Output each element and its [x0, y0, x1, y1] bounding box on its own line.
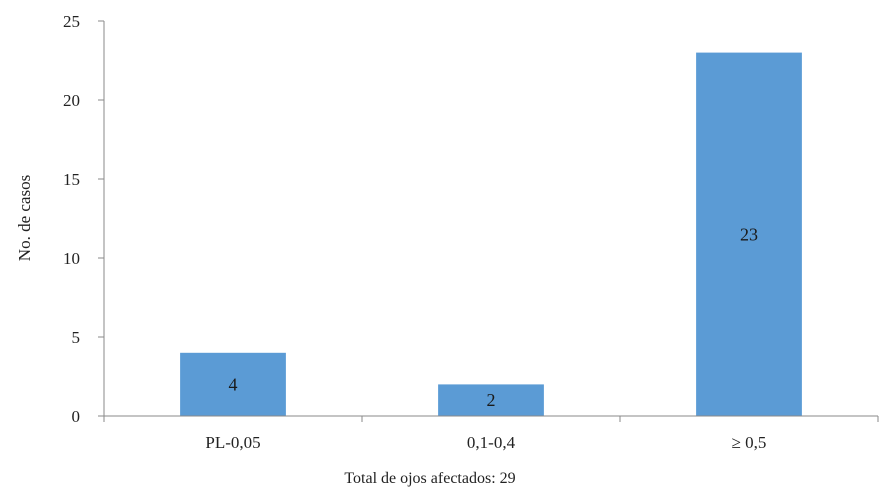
y-axis-title: No. de casos — [15, 175, 34, 261]
x-axis-ticks: PL-0,05 0,1-0,4 ≥ 0,5 — [103, 416, 879, 452]
bar — [180, 352, 286, 416]
bar-data-label: 23 — [740, 224, 758, 244]
bars: 4 2 23 — [180, 52, 802, 416]
y-tick-label: 10 — [63, 249, 80, 268]
bar — [438, 384, 544, 416]
bar-data-label: 4 — [229, 374, 238, 394]
x-axis-title: Total de ojos afectados: 29 — [344, 470, 515, 487]
x-tick-label: PL-0,05 — [205, 433, 260, 452]
x-tick-label: ≥ 0,5 — [732, 433, 767, 452]
y-tick-label: 0 — [72, 407, 81, 426]
x-tick-label: 0,1-0,4 — [467, 433, 516, 452]
y-axis-ticks: 0 5 10 15 20 25 — [63, 12, 104, 426]
bar — [696, 52, 802, 416]
y-tick-label: 20 — [63, 91, 80, 110]
y-tick-label: 25 — [63, 12, 80, 31]
axes — [103, 21, 878, 417]
bar-data-label: 2 — [487, 390, 496, 410]
y-tick-label: 5 — [72, 328, 81, 347]
y-tick-label: 15 — [63, 170, 80, 189]
